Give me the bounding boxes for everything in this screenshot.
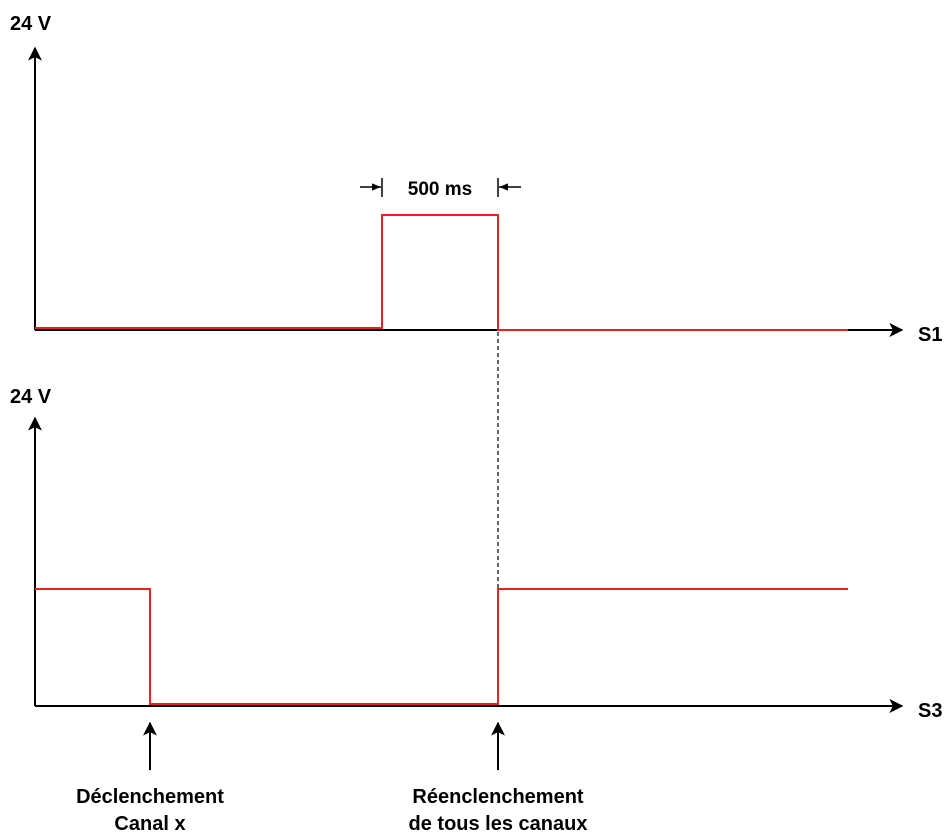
s3-signal-trace — [35, 588, 848, 705]
bottom-plot: 24 V S3 Déclenchement Canal x Réenclench… — [10, 386, 942, 835]
top-plot: 24 V S1 500 ms — [10, 13, 942, 346]
trip-event-label-line2: Canal x — [114, 813, 185, 835]
pulse-duration-dimension: 500 ms — [360, 178, 521, 200]
bottom-y-axis-label: 24 V — [10, 386, 52, 408]
pulse-duration-label: 500 ms — [408, 179, 472, 200]
top-y-axis-label: 24 V — [10, 13, 52, 35]
trip-event-label-line1: Déclenchement — [76, 786, 224, 808]
bottom-x-axis-label: S3 — [918, 700, 942, 722]
top-x-axis-label: S1 — [918, 324, 942, 346]
reset-event-label-line1: Réenclenchement — [412, 786, 584, 808]
s1-signal-trace — [35, 214, 848, 331]
reset-event-label-line2: de tous les canaux — [409, 813, 588, 835]
